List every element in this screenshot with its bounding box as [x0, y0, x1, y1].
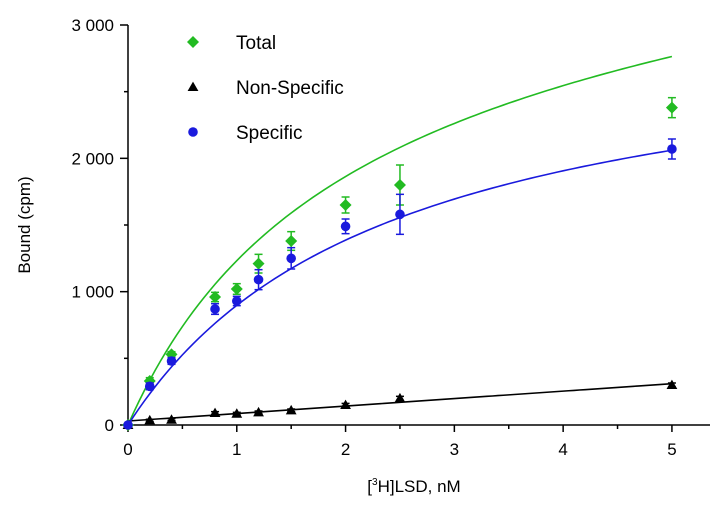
triangle-marker — [340, 399, 351, 410]
x-tick-label: 2 — [341, 440, 350, 459]
legend: Total Non-Specific Specific — [187, 33, 344, 144]
triangle-marker — [209, 407, 221, 418]
circle-marker — [253, 274, 264, 285]
circle-marker — [144, 381, 155, 392]
triangle-marker — [666, 379, 678, 390]
diamond-marker — [209, 291, 222, 303]
x-tick-label: 4 — [558, 440, 567, 459]
triangle-marker — [144, 414, 156, 425]
y-ticks: 0 1 000 2 000 3 000 — [71, 16, 128, 435]
diamond-marker — [285, 235, 298, 247]
circle-marker — [395, 209, 405, 220]
circle-marker — [188, 127, 198, 137]
y-tick-label: 3 000 — [71, 16, 114, 35]
fit-line — [127, 55, 673, 426]
diamond-marker — [187, 36, 199, 48]
x-axis-title: [3H]LSD, nM — [367, 477, 460, 496]
circle-marker — [667, 144, 677, 154]
triangle-marker — [187, 81, 199, 92]
triangle-marker — [253, 406, 264, 417]
fit-curves — [127, 55, 673, 426]
y-tick-label: 1 000 — [71, 283, 114, 302]
x-ticks: 0 1 2 3 4 5 — [123, 425, 677, 459]
triangle-marker — [285, 404, 297, 415]
axes — [127, 25, 710, 426]
x-tick-label: 1 — [232, 440, 241, 459]
diamond-marker — [230, 283, 243, 295]
triangle-marker — [166, 414, 177, 424]
circle-marker — [210, 304, 220, 314]
y-tick-label: 2 000 — [71, 149, 114, 168]
legend-label: Specific — [236, 123, 303, 144]
legend-label: Non-Specific — [236, 78, 344, 99]
diamond-marker — [339, 199, 352, 211]
diamond-marker — [665, 101, 678, 114]
x-tick-label: 0 — [123, 440, 132, 459]
x-tick-label: 3 — [450, 440, 459, 459]
triangle-marker — [394, 392, 406, 403]
x-axis-title-prefix: [ — [367, 477, 372, 496]
circle-marker — [340, 221, 351, 232]
circle-marker — [286, 253, 296, 264]
legend-label: Total — [236, 33, 276, 54]
x-tick-label: 5 — [667, 440, 676, 459]
y-tick-label: 0 — [105, 416, 114, 435]
circle-marker — [123, 420, 133, 430]
diamond-marker — [252, 257, 265, 270]
x-axis-title-superscript: 3 — [372, 477, 378, 488]
circle-marker — [166, 356, 177, 366]
diamond-marker — [393, 179, 406, 191]
triangle-marker — [231, 408, 243, 418]
circle-marker — [231, 296, 242, 306]
y-axis-title: Bound (cpm) — [15, 176, 34, 273]
x-axis-title-suffix: H]LSD, nM — [378, 477, 461, 496]
data-points — [122, 96, 678, 431]
